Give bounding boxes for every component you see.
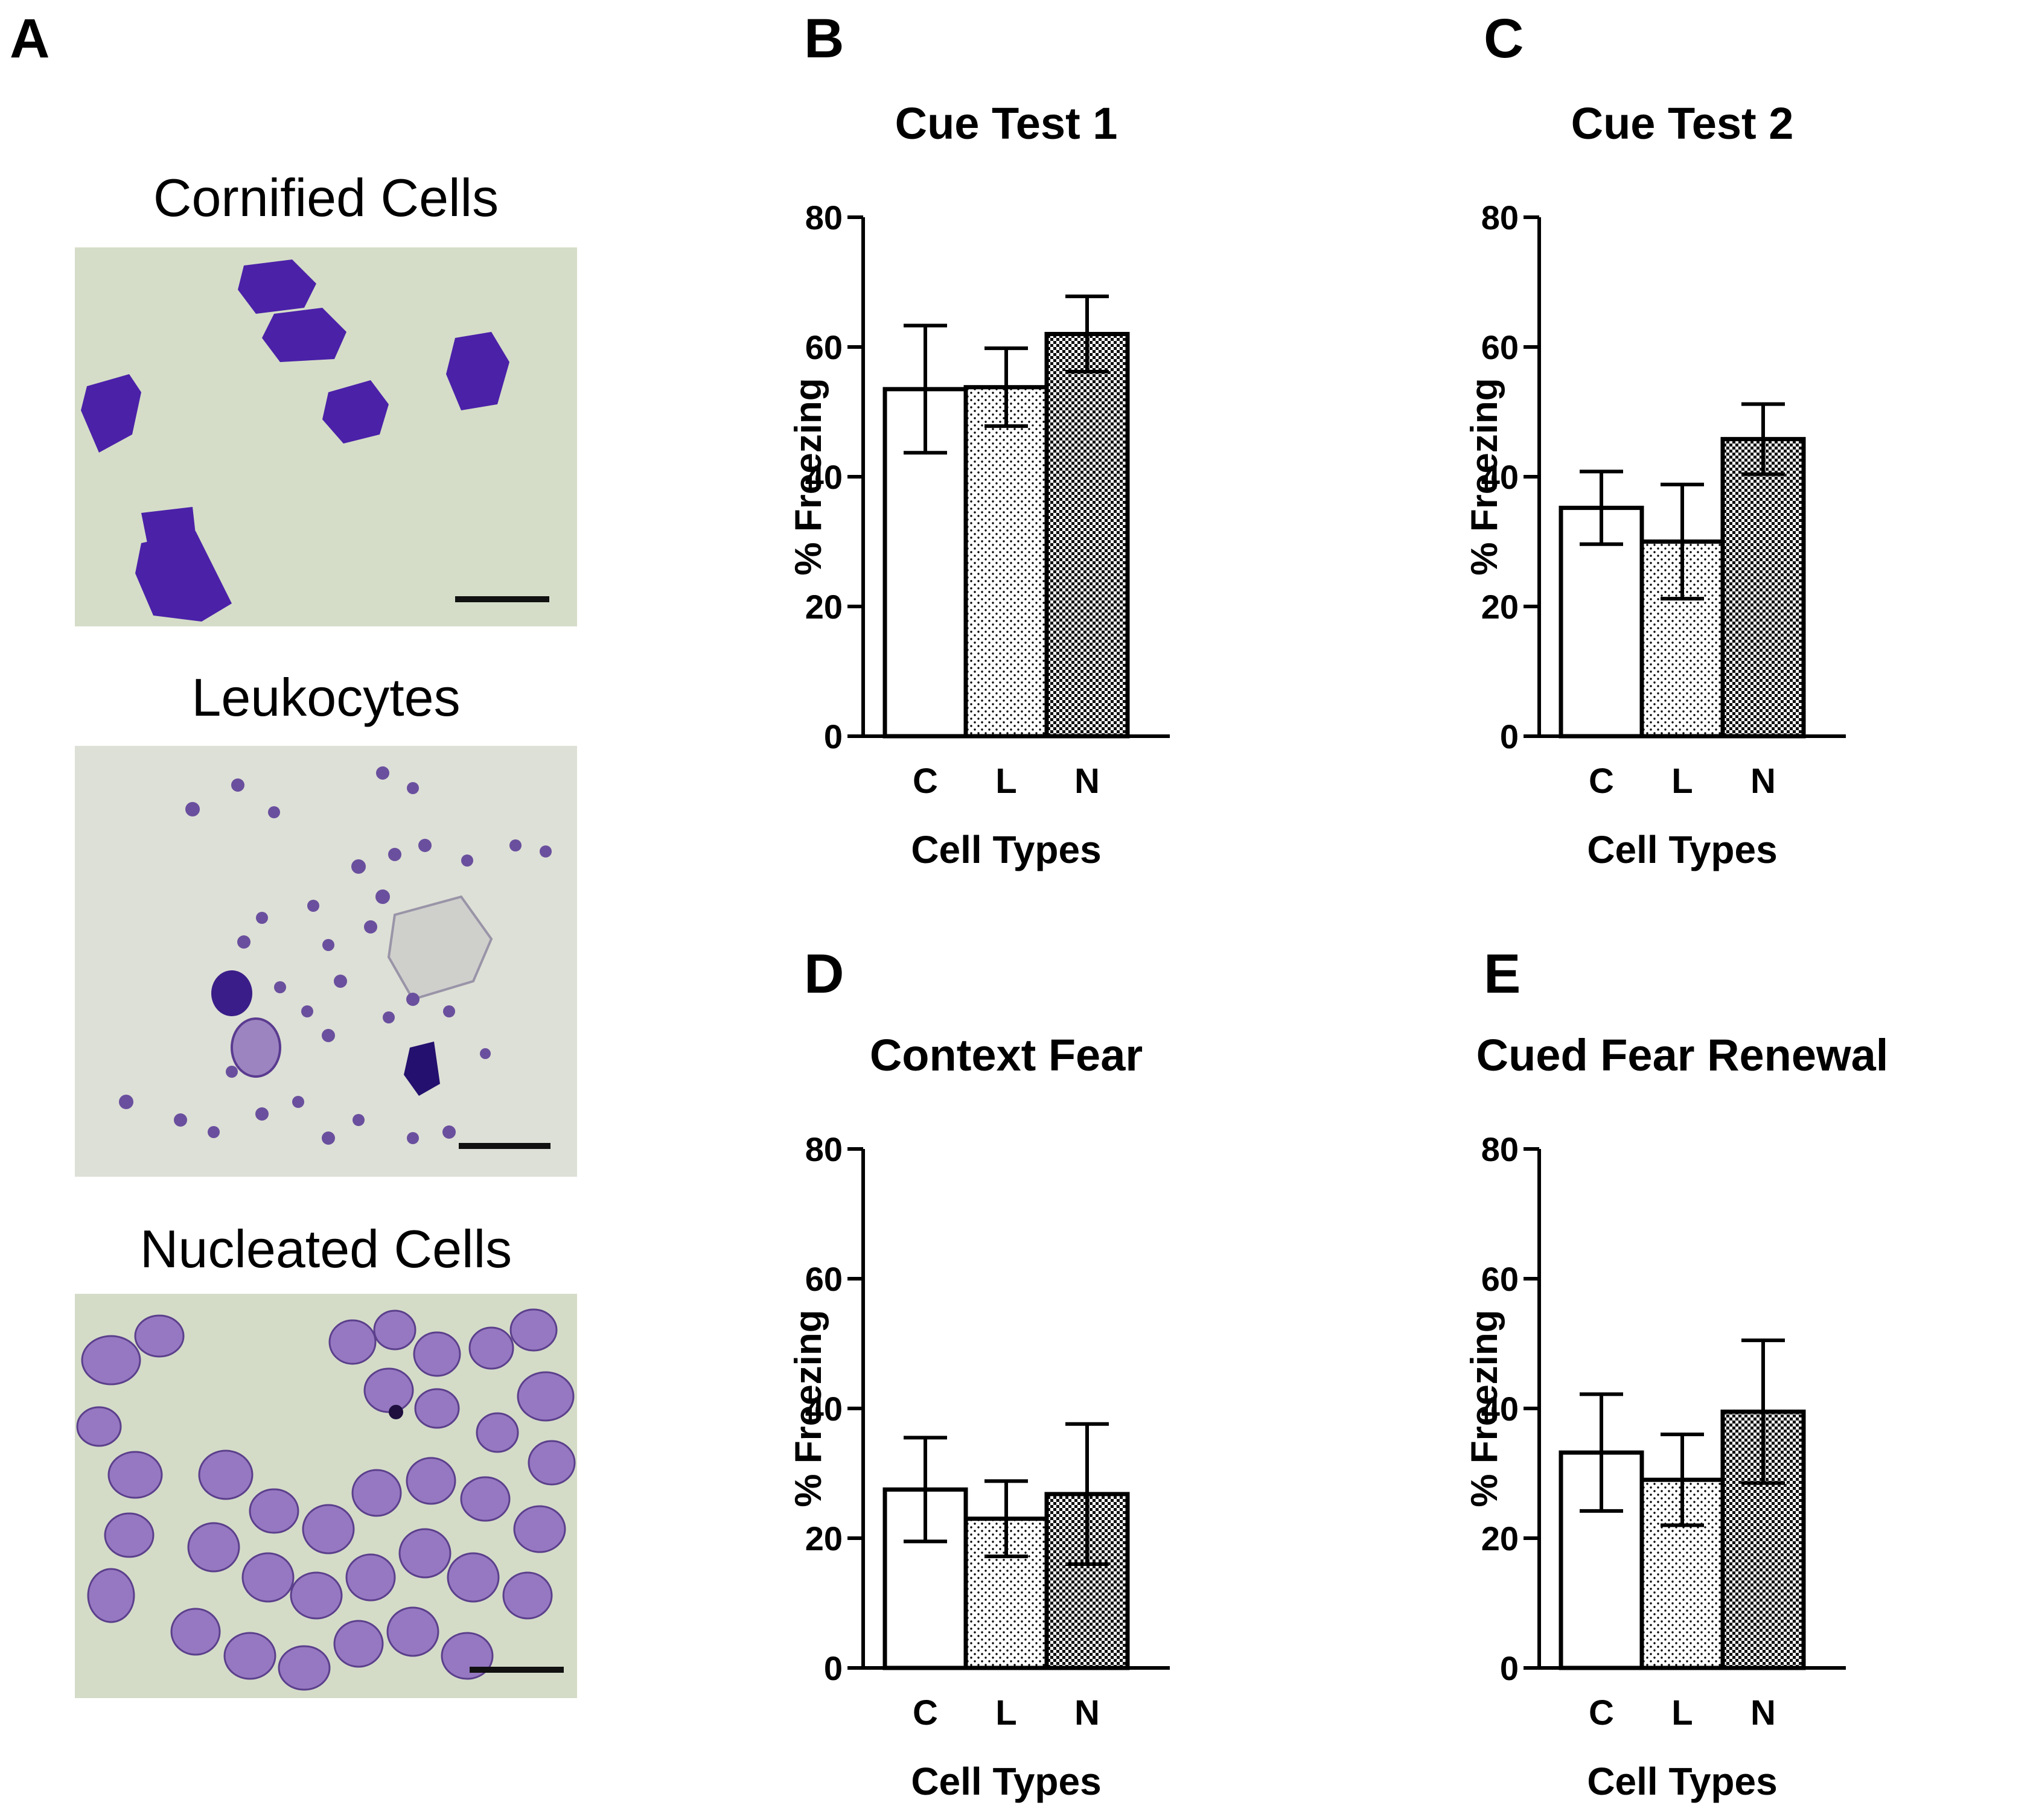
y-tick-label: 20 bbox=[805, 588, 843, 626]
y-tick-label: 0 bbox=[824, 1649, 843, 1687]
y-tick-label: 20 bbox=[1481, 1519, 1519, 1558]
micrograph-leukocytes-image bbox=[75, 746, 577, 1177]
bar-chart-cue-test-1: Cue Test 1 0 20 40 60 80 % Freezing C L N Cell Typ… bbox=[785, 91, 1328, 881]
micrograph-nucleated-cells bbox=[75, 1294, 577, 1698]
y-tick-label: 60 bbox=[805, 328, 843, 366]
y-tick-label: 60 bbox=[1481, 1260, 1519, 1298]
y-tick-label: 80 bbox=[1481, 1130, 1519, 1168]
x-tick-label-c: C bbox=[913, 762, 938, 801]
x-tick-label-l: L bbox=[1671, 1693, 1693, 1732]
y-tick-label: 40 bbox=[805, 458, 843, 496]
x-axis-label: Cell Types bbox=[1587, 828, 1777, 871]
y-axis-label: % Freezing bbox=[788, 378, 829, 575]
y-tick-label: 40 bbox=[1481, 458, 1519, 496]
x-tick-label-c: C bbox=[913, 1693, 938, 1732]
x-tick-label-n: N bbox=[1750, 762, 1776, 801]
y-axis-label: % Freezing bbox=[788, 1309, 829, 1507]
chart-svg-context-fear: Context Fear 0 20 40 60 80 % Freezing C L N Cell T… bbox=[788, 1030, 1170, 1803]
chart-svg-cue-test-2: Cue Test 2 0 20 40 60 80 % Freezing C L N Cell Typ… bbox=[1464, 98, 1846, 871]
bar-l bbox=[963, 385, 1049, 739]
panel-letter-a: A bbox=[10, 8, 50, 69]
y-axis-label: % Freezing bbox=[1464, 1309, 1505, 1507]
micrograph-title-leukocytes: Leukocytes bbox=[191, 667, 461, 727]
x-axis-label: Cell Types bbox=[1587, 1760, 1777, 1803]
x-tick-label-l: L bbox=[995, 762, 1016, 801]
y-tick-label: 60 bbox=[1481, 328, 1519, 366]
bar-chart-cue-test-2: Cue Test 2 0 20 40 60 80 % Freezing C L N Cell Typ… bbox=[1461, 91, 2039, 881]
bar-n bbox=[1044, 332, 1130, 739]
y-tick-label: 60 bbox=[805, 1260, 843, 1298]
y-tick-label: 0 bbox=[824, 718, 843, 756]
bar-chart-cued-fear-renewal: Cued Fear Renewal 0 20 40 60 80 % Freezing C L N C… bbox=[1461, 1022, 2039, 1813]
chart-svg-cue-test-1: Cue Test 1 0 20 40 60 80 % Freezing C L N Cell Typ… bbox=[788, 98, 1170, 871]
y-tick-label: 80 bbox=[805, 1130, 843, 1168]
micrograph-cornified-cells bbox=[75, 247, 577, 626]
panel-letter-e: E bbox=[1484, 943, 1521, 1005]
y-tick-label: 20 bbox=[1481, 588, 1519, 626]
x-axis-label: Cell Types bbox=[911, 828, 1101, 871]
x-tick-label-n: N bbox=[1074, 762, 1100, 801]
micrograph-leukocytes bbox=[75, 746, 577, 1177]
x-tick-label-c: C bbox=[1589, 762, 1614, 801]
bar-n bbox=[1720, 437, 1806, 739]
y-tick-label: 40 bbox=[1481, 1390, 1519, 1428]
x-tick-label-l: L bbox=[1671, 762, 1693, 801]
y-tick-label: 40 bbox=[805, 1390, 843, 1428]
bar-chart-context-fear: Context Fear 0 20 40 60 80 % Freezing C L N Cell T… bbox=[785, 1022, 1328, 1813]
chart-title-cued-fear-renewal: Cued Fear Renewal bbox=[1476, 1030, 1889, 1080]
micrograph-cornified-image bbox=[75, 247, 577, 626]
y-tick-label: 80 bbox=[1481, 199, 1519, 237]
y-tick-label: 0 bbox=[1500, 1649, 1519, 1687]
x-axis-label: Cell Types bbox=[911, 1760, 1101, 1803]
chart-title-cue-test-1: Cue Test 1 bbox=[895, 98, 1118, 148]
y-axis-label: % Freezing bbox=[1464, 378, 1505, 575]
x-tick-label-n: N bbox=[1750, 1693, 1776, 1732]
x-tick-label-c: C bbox=[1589, 1693, 1614, 1732]
x-tick-label-l: L bbox=[995, 1693, 1016, 1732]
y-tick-label: 80 bbox=[805, 199, 843, 237]
x-tick-label-n: N bbox=[1074, 1693, 1100, 1732]
micrograph-nucleated-image bbox=[75, 1294, 577, 1698]
micrograph-title-nucleated: Nucleated Cells bbox=[139, 1219, 512, 1279]
y-tick-label: 0 bbox=[1500, 718, 1519, 756]
panel-letter-b: B bbox=[804, 8, 844, 69]
chart-svg-cued-fear-renewal: Cued Fear Renewal 0 20 40 60 80 % Freezing C L NC… bbox=[1464, 1030, 1889, 1803]
chart-title-cue-test-2: Cue Test 2 bbox=[1571, 98, 1794, 148]
micrograph-title-cornified: Cornified Cells bbox=[153, 168, 499, 228]
y-tick-label: 20 bbox=[805, 1519, 843, 1558]
chart-title-context-fear: Context Fear bbox=[870, 1030, 1143, 1080]
panel-letter-c: C bbox=[1484, 8, 1524, 69]
panel-letter-d: D bbox=[804, 943, 844, 1005]
